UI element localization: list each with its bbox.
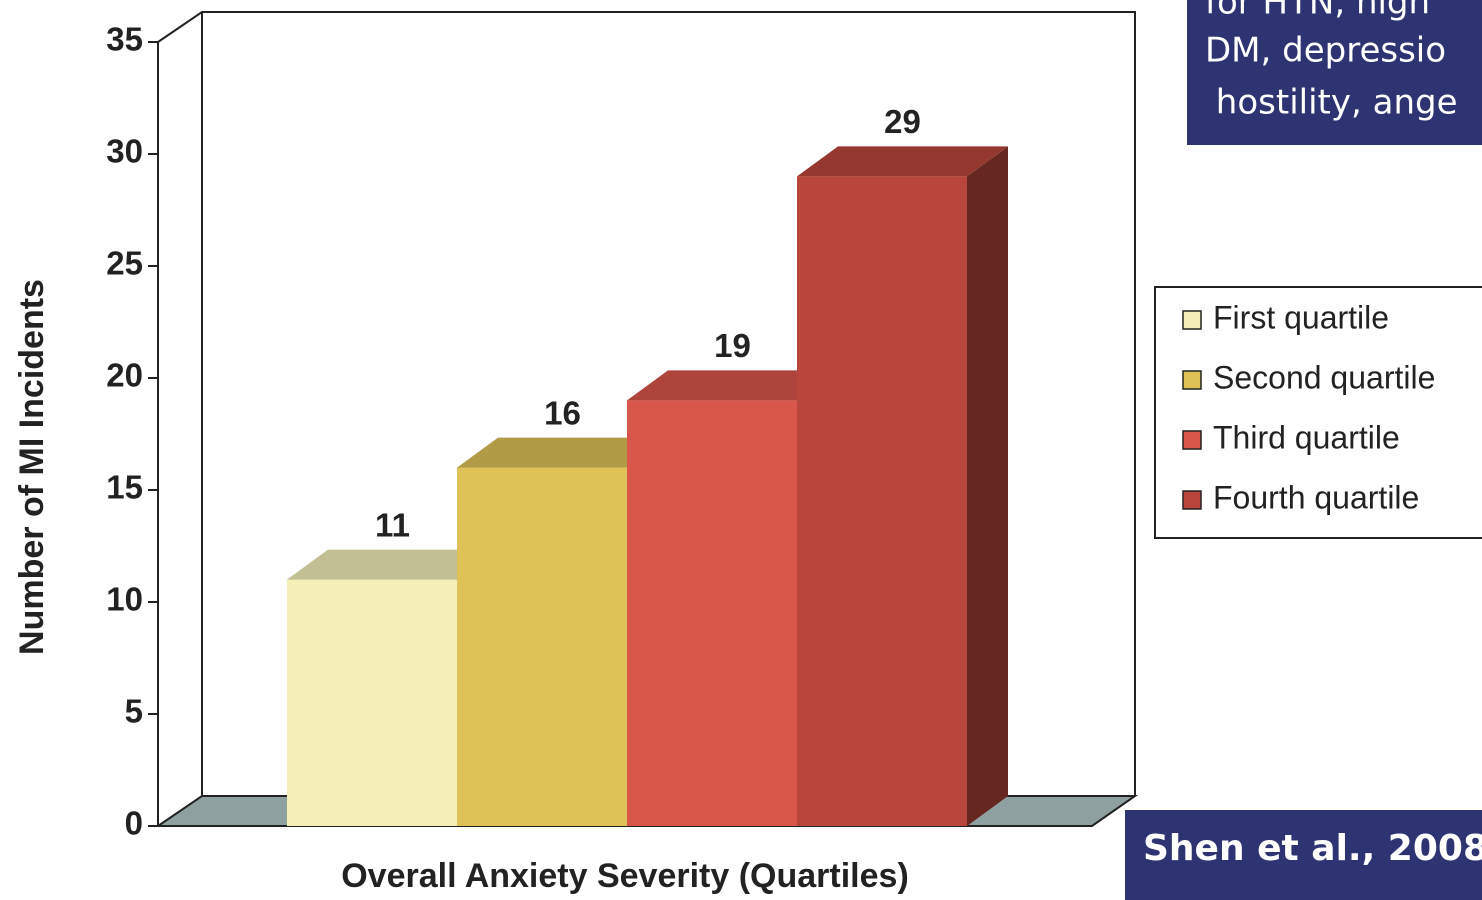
bar-top [797,146,1008,177]
y-tick-label: 35 [106,21,143,58]
citation: Shen et al., 2008 [1143,828,1482,869]
y-tick-label: 0 [125,805,143,842]
bar [457,467,627,826]
legend-label: Third quartile [1213,419,1400,455]
y-tick-label: 20 [106,357,143,394]
y-tick-label: 30 [106,133,143,170]
data-label: 16 [544,394,581,431]
legend-swatch [1182,490,1202,510]
note-box [1187,0,1482,145]
y-axis-label: Number of MI Incidents [13,279,51,655]
bar [287,579,457,826]
note-line: hostility, ange [1205,83,1458,123]
note-line: DM, depressio [1205,31,1446,71]
legend-swatch [1182,370,1202,390]
data-label: 29 [884,103,921,140]
bar-top [627,370,838,401]
bar-side [967,146,1008,826]
legend-swatch [1182,310,1202,330]
legend-label: First quartile [1213,299,1389,335]
citation-box [1125,810,1482,900]
note-line: for HTN, high [1205,0,1430,23]
y-tick-label: 15 [106,469,143,506]
y-tick-label: 5 [125,693,143,730]
x-axis-label: Overall Anxiety Severity (Quartiles) [341,857,909,895]
legend-label: Second quartile [1213,359,1435,395]
y-tick-label: 10 [106,581,143,618]
data-label: 19 [714,327,751,364]
legend [1154,286,1482,539]
legend-swatch [1182,430,1202,450]
legend-label: Fourth quartile [1213,479,1419,515]
data-label: 11 [375,506,410,543]
y-tick-label: 25 [106,245,143,282]
bar [797,176,967,826]
bar-top [457,437,668,468]
bar-top [287,549,498,580]
back-wall [157,11,1136,796]
bar [627,400,797,826]
